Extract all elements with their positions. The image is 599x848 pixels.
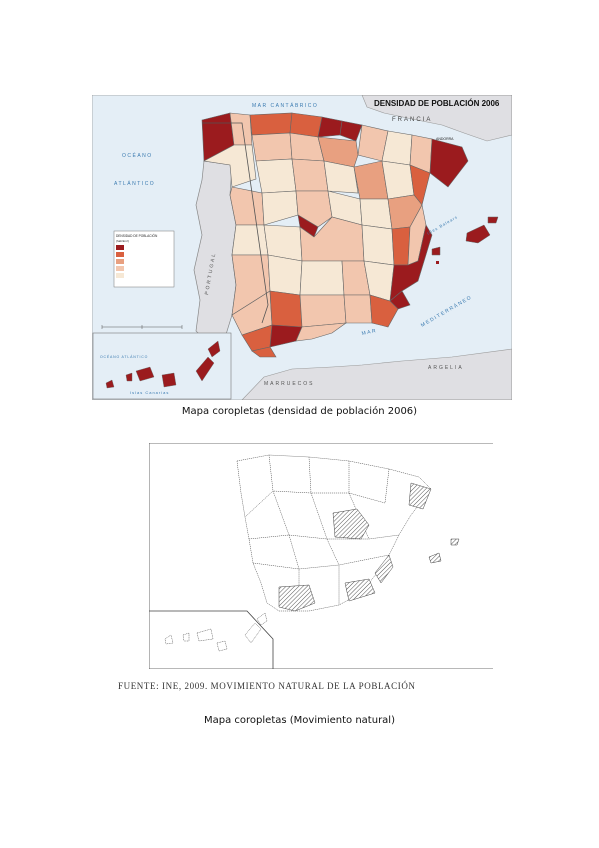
- label-marruecos: MARRUECOS: [264, 381, 315, 387]
- province-line: [348, 468, 390, 504]
- island: [135, 366, 155, 382]
- province: [429, 138, 469, 188]
- hatched-region: [278, 584, 316, 612]
- hatched-region: [450, 538, 460, 546]
- label-mar: MAR: [361, 328, 378, 337]
- france-region: [361, 95, 512, 142]
- province: [231, 224, 269, 256]
- legend-title: DENSIDAD DE POBLACIÓN: [116, 233, 158, 238]
- hatched-region: [332, 508, 370, 540]
- population-density-map: DENSIDAD DE POBLACIÓN (hab/km²) DENSIDAD…: [92, 95, 512, 400]
- province: [343, 294, 373, 324]
- island: [216, 640, 228, 652]
- legend-swatch: [116, 266, 124, 271]
- island: [256, 612, 268, 626]
- label-argelia: ARGELIA: [428, 365, 464, 371]
- province: [359, 198, 393, 230]
- province: [323, 160, 359, 194]
- province: [317, 116, 343, 138]
- label-oceano: OCÉANO: [122, 152, 153, 159]
- canary-islands: [105, 340, 221, 389]
- label-andorra: ANDORRA: [436, 137, 454, 141]
- province: [369, 294, 399, 328]
- natural-movement-map: [149, 443, 493, 669]
- province: [391, 226, 411, 266]
- legend-swatch: [116, 245, 124, 250]
- province: [381, 160, 415, 200]
- africa-region: [241, 348, 512, 400]
- ibiza-island: [431, 246, 441, 256]
- island: [207, 340, 221, 358]
- source-note: FUENTE: INE, 2009. MOVIMIENTO NATURAL DE…: [118, 681, 416, 691]
- map-title: DENSIDAD DE POBLACIÓN 2006: [374, 99, 500, 108]
- province: [229, 186, 265, 226]
- spain-provinces: [201, 112, 469, 358]
- hatched-provinces: [278, 482, 460, 612]
- province-line: [326, 538, 340, 605]
- label-francia: FRANCIA: [392, 117, 432, 123]
- legend: DENSIDAD DE POBLACIÓN (hab/km²): [113, 230, 175, 288]
- province: [299, 260, 345, 296]
- canary-inset-border: [149, 610, 274, 669]
- hatched-region: [428, 552, 442, 564]
- province: [361, 224, 395, 266]
- island: [195, 356, 215, 382]
- province: [295, 190, 333, 228]
- island: [164, 634, 174, 645]
- label-atlantico: ATLÁNTICO: [114, 180, 155, 187]
- province-line: [252, 554, 390, 570]
- province-line: [310, 492, 328, 540]
- label-cantabrico: MAR CANTÁBRICO: [252, 102, 318, 109]
- province: [229, 112, 253, 146]
- legend-subtitle: (hab/km²): [116, 239, 129, 243]
- province: [267, 254, 303, 296]
- island: [196, 628, 214, 642]
- label-canarias: Islas Canarias: [130, 390, 169, 395]
- island: [125, 372, 133, 382]
- province: [255, 158, 297, 194]
- province-line: [272, 490, 290, 536]
- label-canarias-oceano: OCÉANO ATLÁNTICO: [100, 354, 148, 359]
- province: [203, 144, 257, 188]
- menorca-island: [487, 216, 499, 224]
- hatched-region: [374, 554, 394, 584]
- island: [161, 372, 177, 388]
- island: [182, 632, 190, 642]
- island: [105, 379, 115, 389]
- canary-islands-outline: [164, 612, 268, 652]
- province: [249, 112, 293, 136]
- province: [317, 136, 359, 168]
- province: [299, 294, 347, 328]
- province: [295, 322, 348, 342]
- legend-swatch: [116, 252, 124, 257]
- hatched-region: [408, 482, 432, 510]
- province: [269, 290, 303, 328]
- mallorca-island: [465, 224, 491, 244]
- legend-swatch: [116, 259, 124, 264]
- scale-bar: [101, 325, 183, 329]
- portugal-border: [202, 122, 269, 324]
- province: [251, 346, 277, 358]
- formentera-island: [436, 261, 439, 264]
- caption-natural-movement-map: Mapa coropletas (Movimiento natural): [204, 715, 395, 726]
- province: [291, 158, 329, 192]
- province: [251, 132, 293, 162]
- hatched-region: [344, 578, 376, 602]
- legend-swatch: [116, 273, 124, 278]
- caption-density-map: Mapa coropletas (densidad de población 2…: [181, 406, 418, 417]
- island: [244, 622, 262, 644]
